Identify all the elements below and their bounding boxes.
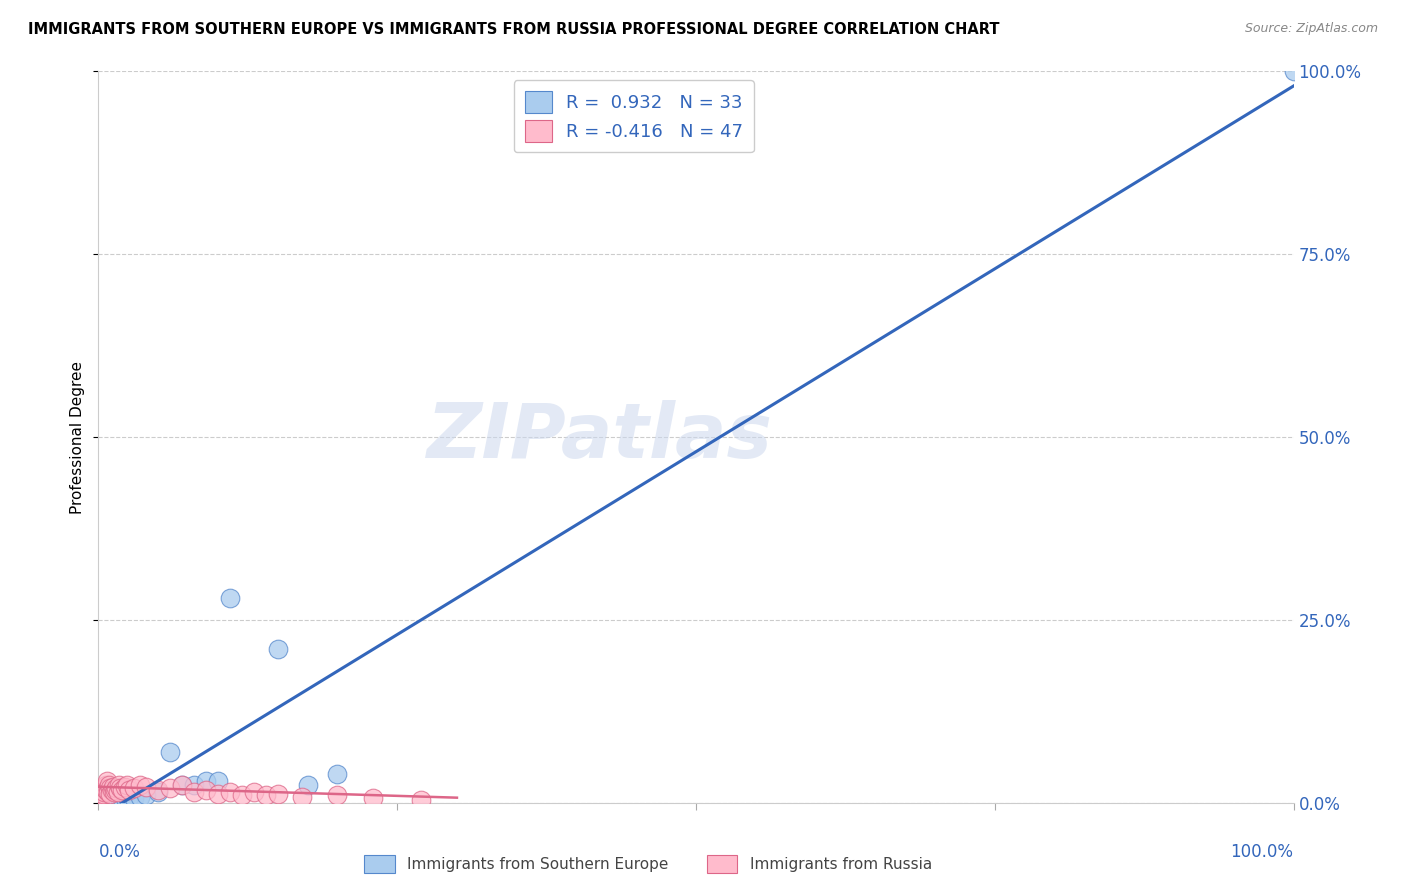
Point (183, 785, 205, 799)
Point (111, 782, 134, 797)
Point (97, 794, 120, 808)
Point (98, 794, 121, 808)
Point (93, 781, 115, 796)
Point (105, 792, 128, 806)
Point (100, 782, 122, 797)
Point (91, 782, 114, 797)
Point (107, 794, 129, 808)
Point (194, 782, 218, 797)
Point (90, 789, 112, 804)
Point (91, 785, 114, 799)
Point (135, 789, 157, 803)
Point (90, 787, 112, 801)
Point (103, 793, 125, 807)
Point (129, 789, 152, 804)
Point (363, 791, 385, 805)
Point (231, 789, 253, 803)
Point (267, 787, 290, 801)
Point (90, 794, 112, 808)
Point (254, 789, 277, 803)
Point (94, 795, 117, 809)
Text: 100.0%: 100.0% (1230, 843, 1294, 861)
Point (93, 785, 115, 799)
Point (114, 780, 136, 794)
Text: Source: ZipAtlas.com: Source: ZipAtlas.com (1244, 22, 1378, 36)
Point (135, 780, 157, 794)
Point (172, 777, 194, 792)
Point (108, 793, 131, 807)
Point (124, 781, 146, 796)
Legend: Immigrants from Southern Europe, Immigrants from Russia: Immigrants from Southern Europe, Immigra… (359, 848, 938, 880)
Point (91, 794, 114, 808)
Point (148, 782, 170, 797)
Point (159, 745, 181, 759)
Point (91, 789, 114, 803)
Point (108, 781, 131, 796)
Y-axis label: Professional Degree: Professional Degree (70, 360, 86, 514)
Point (326, 766, 349, 780)
Point (207, 773, 229, 788)
Point (159, 781, 181, 796)
Point (96, 773, 118, 788)
Point (91, 794, 114, 808)
Point (118, 782, 141, 797)
Point (98, 794, 122, 808)
Point (104, 782, 127, 797)
Point (98, 777, 121, 792)
Point (194, 773, 218, 788)
Point (100, 793, 122, 807)
Point (183, 777, 205, 792)
Point (1282, 64, 1305, 78)
Point (219, 591, 242, 605)
Point (172, 777, 194, 792)
Point (94, 777, 117, 792)
Point (105, 781, 128, 796)
Point (97, 781, 120, 796)
Text: IMMIGRANTS FROM SOUTHERN EUROPE VS IMMIGRANTS FROM RUSSIA PROFESSIONAL DEGREE CO: IMMIGRANTS FROM SOUTHERN EUROPE VS IMMIG… (28, 22, 1000, 37)
Point (148, 785, 170, 799)
Point (115, 777, 138, 792)
Point (411, 793, 433, 807)
Point (89, 789, 111, 803)
Point (267, 642, 290, 657)
Point (98, 787, 122, 801)
Point (107, 785, 129, 799)
Point (243, 785, 266, 799)
Point (117, 792, 139, 806)
Point (111, 792, 134, 806)
Point (129, 777, 152, 792)
Point (103, 785, 125, 799)
Point (297, 777, 319, 792)
Point (93, 794, 115, 808)
Point (114, 791, 136, 805)
Point (291, 789, 314, 804)
Point (326, 789, 349, 803)
Text: 0.0%: 0.0% (98, 843, 141, 861)
Point (124, 790, 146, 805)
Point (101, 794, 124, 808)
Point (96, 794, 118, 808)
Point (91, 787, 114, 801)
Point (94, 782, 117, 797)
Point (107, 777, 129, 792)
Point (207, 787, 229, 801)
Text: ZIPatlas: ZIPatlas (427, 401, 773, 474)
Point (97, 785, 120, 799)
Point (91, 795, 114, 809)
Point (219, 785, 242, 799)
Point (98, 781, 122, 796)
Point (101, 780, 124, 794)
